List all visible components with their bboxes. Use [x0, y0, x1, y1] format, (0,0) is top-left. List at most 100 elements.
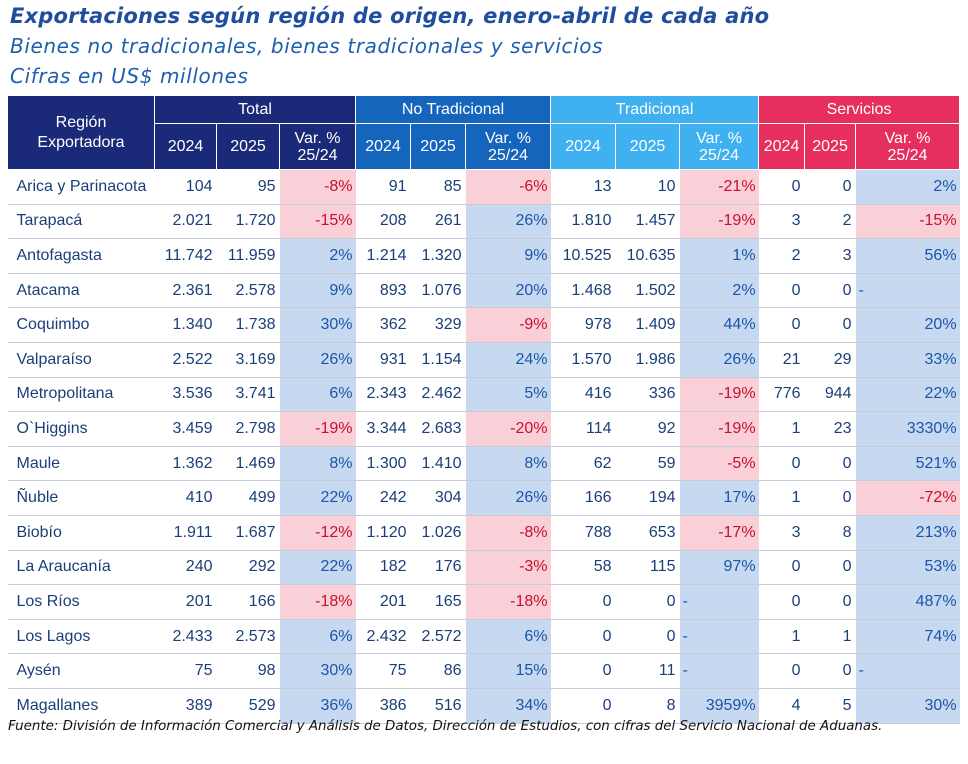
table-row: Atacama 2.361 2.578 9% 893 1.076 20% 1.468 1.502…: [7, 273, 960, 309]
variation-cell: 15%: [465, 653, 551, 689]
variation-cell: 74%: [855, 619, 960, 655]
chart-title: Exportaciones según región de origen, en…: [10, 4, 770, 28]
value-cell: 0: [550, 619, 616, 655]
variation-cell: 2%: [679, 273, 759, 309]
variation-cell: 26%: [465, 480, 551, 516]
subheader-variation: Var. % 25/24: [679, 123, 760, 170]
value-cell: 10.635: [615, 238, 680, 274]
variation-cell: -8%: [279, 169, 356, 205]
value-cell: 23: [804, 411, 856, 447]
table-row: Los Ríos 201 166 -18% 201 165 -18% 0 0-0 0 487%: [7, 584, 960, 620]
value-cell: 0: [615, 619, 680, 655]
variation-cell: 30%: [855, 688, 960, 724]
value-cell: 2.683: [410, 411, 466, 447]
variation-cell: 34%: [465, 688, 551, 724]
value-cell: 1: [758, 480, 805, 516]
value-cell: 1.986: [615, 342, 680, 378]
region-name: Metropolitana: [7, 377, 155, 413]
value-cell: 0: [804, 273, 856, 309]
value-cell: 58: [550, 550, 616, 586]
variation-cell: 22%: [279, 480, 356, 516]
variation-cell: -19%: [679, 377, 759, 413]
variation-cell: -12%: [279, 515, 356, 551]
value-cell: 0: [758, 307, 805, 343]
variation-cell: 8%: [279, 446, 356, 482]
value-cell: 0: [804, 480, 856, 516]
value-cell: 2: [804, 204, 856, 240]
table-row: O`Higgins 3.459 2.798 -19% 3.344 2.683 -20% 114…: [7, 411, 960, 447]
units-note: Cifras en US$ millones: [10, 64, 249, 88]
value-cell: 292: [216, 550, 280, 586]
value-cell: 0: [550, 688, 616, 724]
variation-cell: 53%: [855, 550, 960, 586]
value-cell: 1.120: [355, 515, 411, 551]
value-cell: 2.361: [154, 273, 217, 309]
value-cell: 0: [758, 446, 805, 482]
value-cell: 1.320: [410, 238, 466, 274]
value-cell: 2: [758, 238, 805, 274]
value-cell: 75: [355, 653, 411, 689]
variation-cell: -: [855, 653, 960, 689]
subheader-variation: Var. % 25/24: [465, 123, 552, 170]
value-cell: 304: [410, 480, 466, 516]
variation-cell: 26%: [279, 342, 356, 378]
variation-cell: -: [855, 273, 960, 309]
region-name: Magallanes: [7, 688, 155, 724]
value-cell: 2.798: [216, 411, 280, 447]
value-cell: 1.720: [216, 204, 280, 240]
region-name: Coquimbo: [7, 307, 155, 343]
value-cell: 1.468: [550, 273, 616, 309]
value-cell: 114: [550, 411, 616, 447]
variation-cell: 213%: [855, 515, 960, 551]
variation-cell: 8%: [465, 446, 551, 482]
value-cell: 2.343: [355, 377, 411, 413]
variation-cell: 2%: [855, 169, 960, 205]
variation-cell: -19%: [279, 411, 356, 447]
value-cell: 4: [758, 688, 805, 724]
value-cell: 1.340: [154, 307, 217, 343]
value-cell: 2.433: [154, 619, 217, 655]
source-note: Fuente: División de Información Comercia…: [8, 719, 883, 734]
value-cell: 516: [410, 688, 466, 724]
value-cell: 0: [615, 584, 680, 620]
value-cell: 931: [355, 342, 411, 378]
table-row: Los Lagos 2.433 2.573 6% 2.432 2.572 6% 0 0-1 1 74…: [7, 619, 960, 655]
variation-cell: 26%: [679, 342, 759, 378]
value-cell: 1.469: [216, 446, 280, 482]
value-cell: 8: [615, 688, 680, 724]
subheader-year-2024: 2024: [355, 123, 412, 170]
variation-cell: -9%: [465, 307, 551, 343]
value-cell: 2.432: [355, 619, 411, 655]
table-row: La Araucanía 240 292 22% 182 176 -3% 58 115 97% 0 0…: [7, 550, 960, 586]
subheader-year-2024: 2024: [758, 123, 806, 170]
value-cell: 3.344: [355, 411, 411, 447]
group-header-tradicional: Tradicional: [550, 95, 760, 124]
value-cell: 1: [758, 619, 805, 655]
table-row: Biobío 1.911 1.687 -12% 1.120 1.026 -8% 788 653-…: [7, 515, 960, 551]
variation-cell: 3330%: [855, 411, 960, 447]
subheader-year-2025: 2025: [410, 123, 467, 170]
value-cell: 11.959: [216, 238, 280, 274]
value-cell: 1.076: [410, 273, 466, 309]
value-cell: 1.154: [410, 342, 466, 378]
value-cell: 0: [758, 584, 805, 620]
value-cell: 1.362: [154, 446, 217, 482]
value-cell: 115: [615, 550, 680, 586]
region-name: Los Ríos: [7, 584, 155, 620]
region-name: Biobío: [7, 515, 155, 551]
value-cell: 201: [355, 584, 411, 620]
value-cell: 0: [758, 653, 805, 689]
chart-subtitle: Bienes no tradicionales, bienes tradicio…: [10, 34, 604, 58]
value-cell: 1: [804, 619, 856, 655]
variation-cell: 9%: [465, 238, 551, 274]
subheader-variation: Var. % 25/24: [855, 123, 961, 170]
region-name: Tarapacá: [7, 204, 155, 240]
value-cell: 653: [615, 515, 680, 551]
value-cell: 166: [550, 480, 616, 516]
variation-cell: -8%: [465, 515, 551, 551]
region-name: Ñuble: [7, 480, 155, 516]
value-cell: 2.573: [216, 619, 280, 655]
value-cell: 1.214: [355, 238, 411, 274]
value-cell: 3: [758, 204, 805, 240]
variation-cell: -18%: [279, 584, 356, 620]
